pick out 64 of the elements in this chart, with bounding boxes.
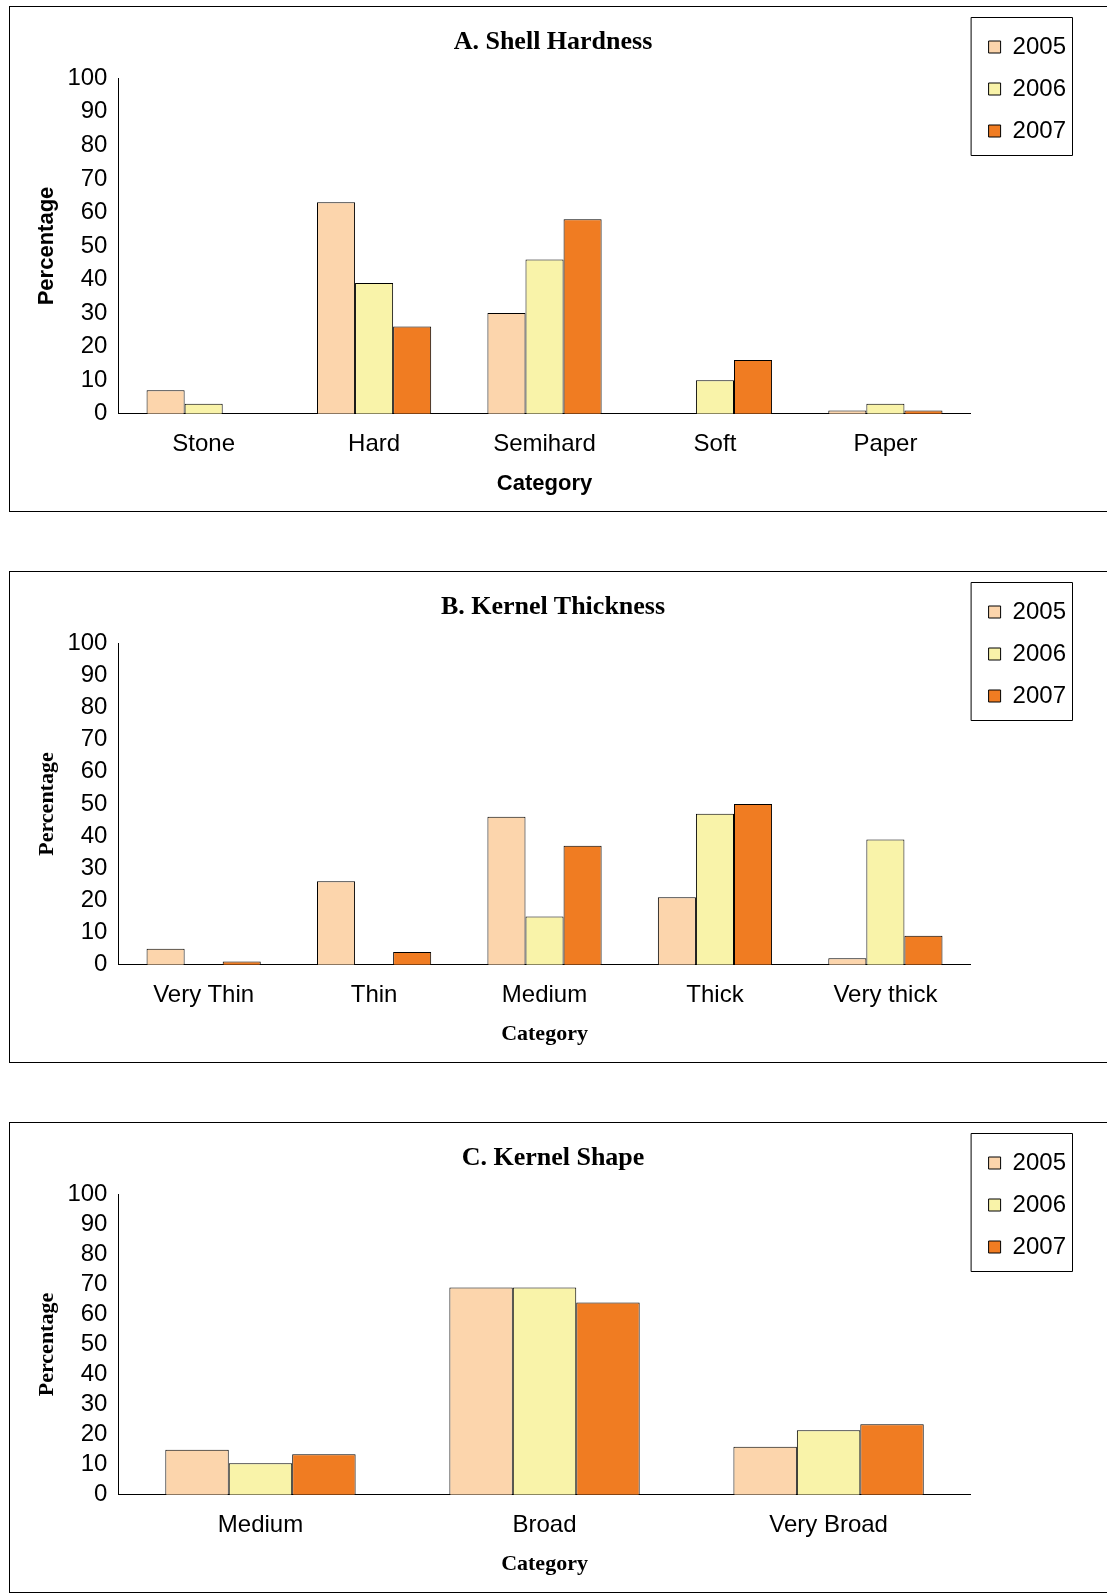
legend-label: 2006: [1012, 638, 1066, 666]
y-tick-label: 50: [80, 230, 108, 258]
y-tick-label: 20: [80, 885, 108, 913]
y-tick-label: 90: [80, 1208, 108, 1236]
y-tick-label: 40: [80, 264, 108, 292]
x-tick-label: Thin: [350, 979, 398, 1007]
y-tick-label: 10: [80, 364, 108, 392]
y-tick-label: 30: [80, 297, 108, 325]
y-tick-label: 100: [67, 627, 108, 655]
y-tick-label: 90: [80, 659, 108, 687]
y-tick-label: 10: [80, 1449, 108, 1477]
x-tick-label: Thick: [686, 979, 745, 1007]
chart-title: B. Kernel Thickness: [440, 591, 666, 621]
x-tick-label: Hard: [348, 428, 401, 456]
x-axis-title: Category: [501, 1020, 588, 1046]
y-tick-label: 70: [80, 1269, 108, 1297]
chart-title: C. Kernel Shape: [461, 1142, 645, 1172]
x-axis-title: Category: [501, 1550, 588, 1576]
x-tick-label: Very Broad: [769, 1509, 888, 1537]
x-tick-label: Very thick: [833, 979, 939, 1007]
legend-label: 2005: [1012, 596, 1066, 624]
y-tick-label: 50: [80, 788, 108, 816]
y-tick-label: 30: [80, 852, 108, 880]
y-tick-label: 30: [80, 1389, 108, 1417]
y-tick-label: 70: [80, 163, 108, 191]
legend-label: 2005: [1012, 31, 1066, 59]
y-tick-label: 60: [80, 1299, 108, 1327]
y-tick-label: 10: [80, 917, 108, 945]
x-tick-label: Soft: [693, 428, 737, 456]
y-tick-label: 80: [80, 1238, 108, 1266]
y-tick-label: 60: [80, 197, 108, 225]
y-tick-label: 20: [80, 1419, 108, 1447]
y-tick-label: 80: [80, 129, 108, 157]
legend-label: 2006: [1012, 1189, 1066, 1217]
y-tick-label: 90: [80, 96, 108, 124]
x-tick-label: Very Thin: [153, 979, 255, 1007]
y-tick-label: 80: [80, 692, 108, 720]
x-axis-title: Category: [496, 469, 593, 495]
x-tick-label: Broad: [512, 1509, 577, 1537]
y-tick-label: 100: [67, 1178, 108, 1206]
y-tick-label: 70: [80, 724, 108, 752]
y-tick-label: 0: [94, 398, 108, 426]
legend-label: 2007: [1012, 115, 1066, 143]
legend-label: 2007: [1012, 1231, 1066, 1259]
y-tick-label: 40: [80, 820, 108, 848]
x-tick-label: Paper: [853, 428, 918, 456]
legend-label: 2007: [1012, 680, 1066, 708]
legend-label: 2005: [1012, 1147, 1066, 1175]
chart-title: A. Shell Hardness: [453, 26, 653, 56]
y-axis-title: Percentage: [33, 186, 59, 306]
y-tick-label: 20: [80, 331, 108, 359]
y-tick-label: 100: [67, 62, 108, 90]
y-tick-label: 60: [80, 756, 108, 784]
y-tick-label: 40: [80, 1359, 108, 1387]
x-tick-label: Medium: [501, 979, 588, 1007]
x-tick-label: Medium: [217, 1509, 304, 1537]
y-axis-title: Percentage: [32, 752, 58, 856]
y-axis-title: Percentage: [32, 1292, 58, 1397]
x-tick-label: Stone: [172, 428, 236, 456]
y-tick-label: 0: [94, 1479, 108, 1507]
y-tick-label: 0: [94, 949, 108, 977]
y-tick-label: 50: [80, 1329, 108, 1357]
legend-label: 2006: [1012, 73, 1066, 101]
x-tick-label: Semihard: [493, 428, 596, 456]
